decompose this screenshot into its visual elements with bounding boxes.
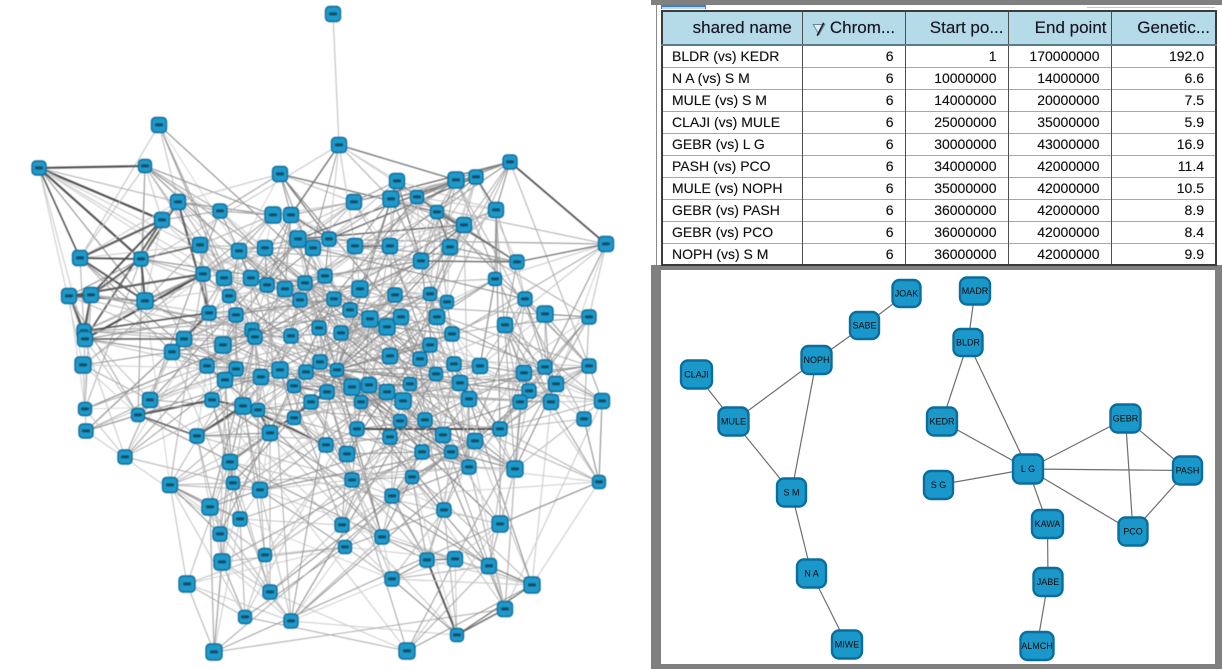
svg-text:N A: N A bbox=[804, 569, 819, 579]
svg-text:GEBR: GEBR bbox=[1113, 414, 1139, 424]
svg-text:CLAJI: CLAJI bbox=[684, 370, 709, 380]
svg-text:BLDR: BLDR bbox=[956, 338, 981, 348]
svg-text:NOPH: NOPH bbox=[803, 355, 829, 365]
svg-text:KAWA: KAWA bbox=[1035, 519, 1061, 529]
svg-text:SABE: SABE bbox=[852, 321, 876, 331]
svg-text:MIWE: MIWE bbox=[835, 640, 860, 650]
svg-text:PASH: PASH bbox=[1176, 466, 1200, 476]
svg-text:JABE: JABE bbox=[1037, 577, 1060, 587]
svg-text:ALMCH: ALMCH bbox=[1021, 641, 1053, 651]
svg-text:MADR: MADR bbox=[962, 286, 989, 296]
svg-text:PCO: PCO bbox=[1123, 527, 1143, 537]
svg-text:S G: S G bbox=[931, 480, 947, 490]
svg-text:MULE: MULE bbox=[721, 417, 746, 427]
svg-text:L G: L G bbox=[1021, 464, 1035, 474]
svg-text:JOAK: JOAK bbox=[895, 289, 919, 299]
svg-text:S M: S M bbox=[783, 488, 799, 498]
svg-text:KEDR: KEDR bbox=[929, 417, 955, 427]
